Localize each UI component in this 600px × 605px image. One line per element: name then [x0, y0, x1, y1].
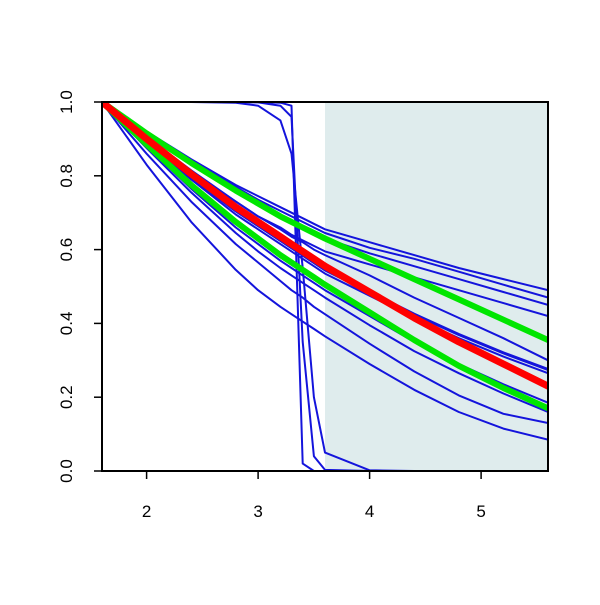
- plot-frame: [101, 101, 549, 472]
- series-line-blue-13: [102, 102, 548, 471]
- x-tick-label: 3: [253, 502, 262, 521]
- series-line-blue-4: [102, 102, 548, 292]
- x-tick-label: 4: [365, 502, 374, 521]
- series-line-green-15: [102, 102, 548, 343]
- y-tick-label: 0.6: [57, 238, 76, 262]
- x-tick-label: 5: [476, 502, 485, 521]
- y-tick-label: 0.2: [57, 385, 76, 409]
- y-tick-label: 0.8: [57, 164, 76, 188]
- series-line-blue-9: [102, 102, 548, 413]
- series-line-blue-11: [102, 102, 548, 441]
- y-tick-label: 0.4: [57, 312, 76, 336]
- series-line-blue-12: [102, 102, 548, 471]
- x-tick-label: 2: [142, 502, 151, 521]
- series-line-blue-10: [102, 102, 548, 424]
- series-line-red-17: [102, 102, 548, 390]
- series-line-green-16: [102, 102, 548, 412]
- y-tick-label: 0.0: [57, 459, 76, 483]
- y-tick-label: 1.0: [57, 90, 76, 114]
